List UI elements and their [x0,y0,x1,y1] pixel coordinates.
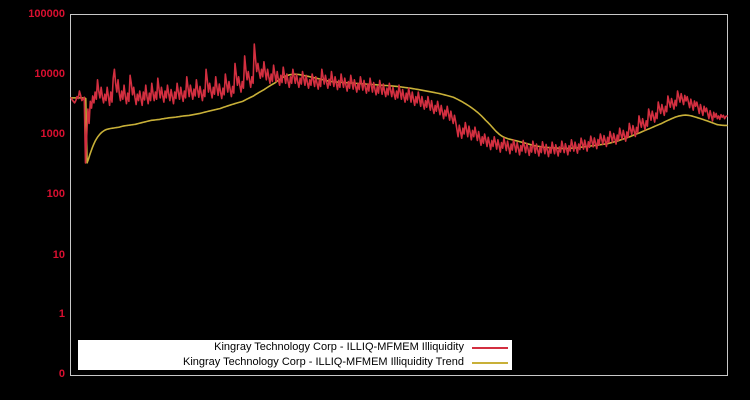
ytick-label-100: 100 [46,188,65,200]
ytick-label-1: 1 [58,308,65,320]
series-layer [70,43,728,164]
legend-entry-illiquidity-trend: Kingray Technology Corp - ILLIQ-MFMEM Il… [78,355,512,370]
illiquidity-line [70,43,728,164]
ytick-label-1000: 1000 [40,128,65,140]
ytick-label-0: 0 [58,368,65,380]
legend-swatch-illiquidity-trend [472,361,508,364]
legend-entry-illiquidity: Kingray Technology Corp - ILLIQ-MFMEM Il… [78,340,512,355]
legend-swatch-illiquidity [472,346,508,349]
chart-legend: Kingray Technology Corp - ILLIQ-MFMEM Il… [78,340,512,370]
ytick-label-100000: 100000 [28,8,65,20]
legend-label-illiquidity: Kingray Technology Corp - ILLIQ-MFMEM Il… [214,341,464,353]
ytick-label-10000: 10000 [34,68,65,80]
legend-label-illiquidity-trend: Kingray Technology Corp - ILLIQ-MFMEM Il… [182,356,464,368]
ytick-label-10: 10 [52,249,65,261]
